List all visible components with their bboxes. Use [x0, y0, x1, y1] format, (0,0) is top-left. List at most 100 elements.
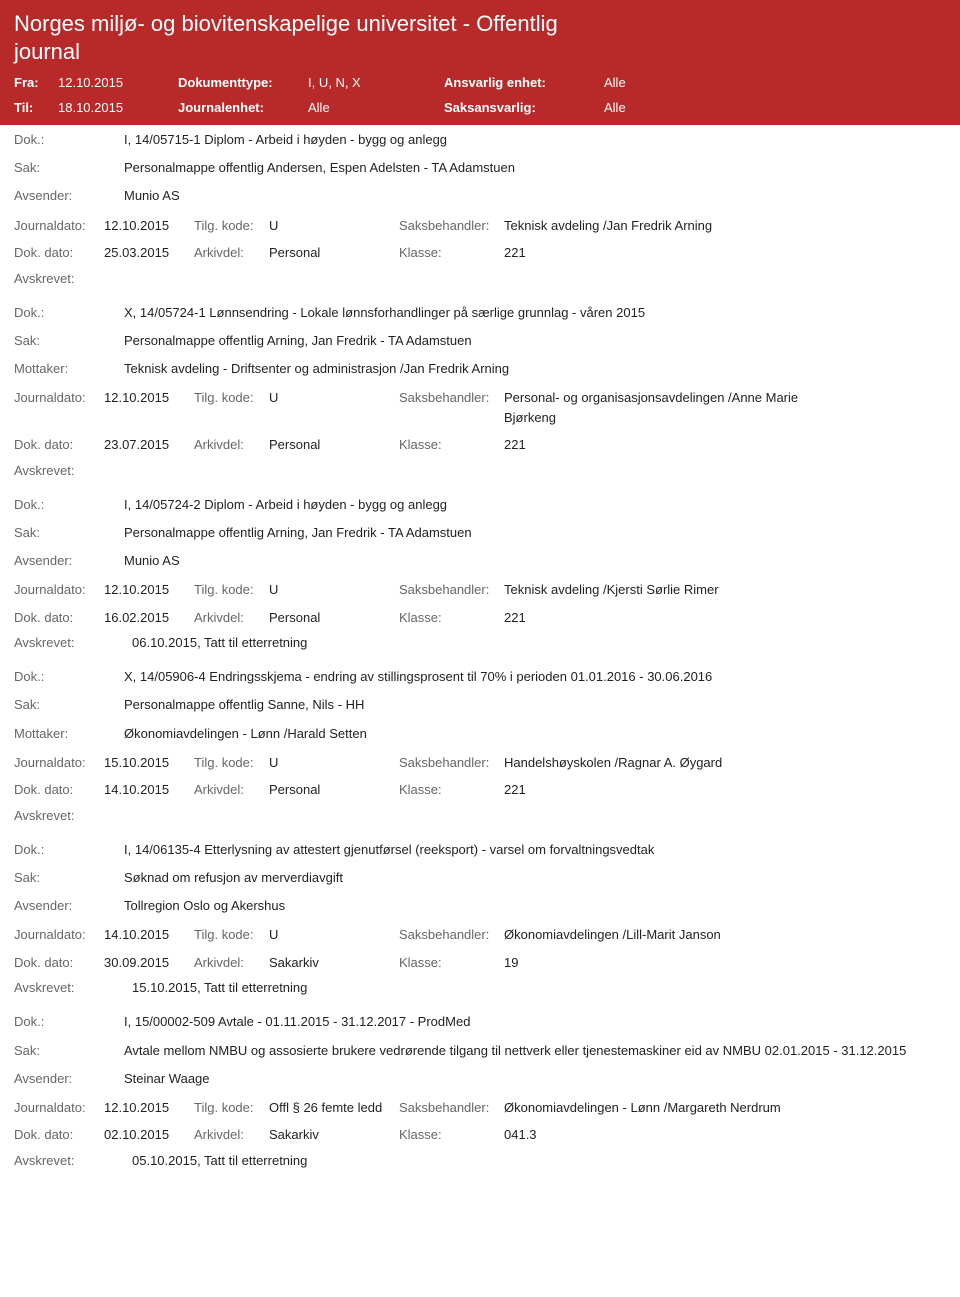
party-label: Avsender: — [14, 552, 124, 570]
tilgkode-label: Tilg. kode: — [194, 1098, 269, 1118]
saksbehandler-label: Saksbehandler: — [399, 925, 504, 945]
saksbehandler-value: Teknisk avdeling /Jan Fredrik Arning — [504, 216, 834, 236]
dok-label: Dok.: — [14, 841, 124, 859]
avskrevet-value: 15.10.2015, Tatt til etterretning — [124, 980, 307, 995]
sak-label: Sak: — [14, 332, 124, 350]
sak-value: Personalmappe offentlig Sanne, Nils - HH — [124, 696, 364, 714]
journaldato-value: 14.10.2015 — [104, 925, 194, 945]
journaldato-label: Journaldato: — [14, 925, 104, 945]
dok-value: I, 14/06135-4 Etterlysning av attestert … — [124, 841, 654, 859]
saksbehandler-label: Saksbehandler: — [399, 1098, 504, 1118]
saksbehandler-value: Personal- og organisasjonsavdelingen /An… — [504, 388, 834, 427]
dokdato-label: Dok. dato: — [14, 780, 104, 800]
arkivdel-value: Personal — [269, 435, 399, 455]
saksbehandler-label: Saksbehandler: — [399, 753, 504, 773]
avskrevet-value — [124, 808, 132, 823]
journal-entry: Dok.:X, 14/05906-4 Endringsskjema - endr… — [14, 668, 946, 823]
avskrevet-value — [124, 463, 132, 478]
party-label: Mottaker: — [14, 360, 124, 378]
dok-value: I, 14/05715-1 Diplom - Arbeid i høyden -… — [124, 131, 447, 149]
dokdato-label: Dok. dato: — [14, 953, 104, 973]
dokdato-label: Dok. dato: — [14, 243, 104, 263]
tilgkode-value: U — [269, 216, 399, 236]
avskrevet-value: 06.10.2015, Tatt til etterretning — [124, 635, 307, 650]
avskrevet-label: Avskrevet: — [14, 980, 124, 995]
dokdato-label: Dok. dato: — [14, 608, 104, 628]
arkivdel-label: Arkivdel: — [194, 435, 269, 455]
klasse-label: Klasse: — [399, 780, 504, 800]
saksansvarlig-label: Saksansvarlig: — [444, 100, 536, 115]
party-label: Avsender: — [14, 897, 124, 915]
journaldato-label: Journaldato: — [14, 580, 104, 600]
filter-banner: Fra: 12.10.2015 Dokumenttype: I, U, N, X… — [0, 69, 960, 100]
klasse-label: Klasse: — [399, 608, 504, 628]
dokdato-label: Dok. dato: — [14, 1125, 104, 1145]
klasse-value: 221 — [504, 435, 834, 455]
dok-label: Dok.: — [14, 1013, 124, 1031]
avskrevet-label: Avskrevet: — [14, 463, 124, 478]
dok-label: Dok.: — [14, 668, 124, 686]
party-value: Munio AS — [124, 187, 180, 205]
sak-label: Sak: — [14, 159, 124, 177]
sak-label: Sak: — [14, 524, 124, 542]
dokdato-label: Dok. dato: — [14, 435, 104, 455]
tilgkode-label: Tilg. kode: — [194, 216, 269, 236]
klasse-value: 221 — [504, 243, 834, 263]
filter-banner-2: Til: 18.10.2015 Journalenhet: Alle Saksa… — [0, 100, 960, 125]
klasse-label: Klasse: — [399, 435, 504, 455]
dokdato-value: 16.02.2015 — [104, 608, 194, 628]
avskrevet-label: Avskrevet: — [14, 808, 124, 823]
arkivdel-label: Arkivdel: — [194, 953, 269, 973]
dokdato-value: 30.09.2015 — [104, 953, 194, 973]
doktype-value: I, U, N, X — [308, 75, 361, 90]
fra-label: Fra: — [14, 75, 39, 90]
sak-label: Sak: — [14, 1042, 124, 1060]
dokdato-value: 25.03.2015 — [104, 243, 194, 263]
dok-label: Dok.: — [14, 131, 124, 149]
saksbehandler-value: Økonomiavdelingen - Lønn /Margareth Nerd… — [504, 1098, 834, 1118]
avskrevet-value — [124, 271, 132, 286]
ansvarlig-value: Alle — [604, 75, 626, 90]
saksbehandler-label: Saksbehandler: — [399, 580, 504, 600]
sak-value: Avtale mellom NMBU og assosierte brukere… — [124, 1042, 906, 1060]
tilgkode-value: U — [269, 580, 399, 600]
dok-label: Dok.: — [14, 304, 124, 322]
dok-value: X, 14/05724-1 Lønnsendring - Lokale lønn… — [124, 304, 645, 322]
sak-label: Sak: — [14, 869, 124, 887]
journaldato-value: 12.10.2015 — [104, 216, 194, 236]
tilgkode-value: U — [269, 753, 399, 773]
journal-entry: Dok.:I, 14/05724-2 Diplom - Arbeid i høy… — [14, 496, 946, 651]
klasse-label: Klasse: — [399, 953, 504, 973]
tilgkode-value: Offl § 26 femte ledd — [269, 1098, 399, 1118]
dok-label: Dok.: — [14, 496, 124, 514]
dok-value: I, 14/05724-2 Diplom - Arbeid i høyden -… — [124, 496, 447, 514]
saksbehandler-label: Saksbehandler: — [399, 216, 504, 236]
klasse-value: 221 — [504, 608, 834, 628]
party-label: Avsender: — [14, 1070, 124, 1088]
sak-value: Personalmappe offentlig Arning, Jan Fred… — [124, 332, 472, 350]
tilgkode-label: Tilg. kode: — [194, 580, 269, 600]
arkivdel-value: Sakarkiv — [269, 1125, 399, 1145]
klasse-value: 041.3 — [504, 1125, 834, 1145]
journaldato-label: Journaldato: — [14, 1098, 104, 1118]
journaldato-value: 15.10.2015 — [104, 753, 194, 773]
journal-entry: Dok.:I, 14/05715-1 Diplom - Arbeid i høy… — [14, 131, 946, 286]
avskrevet-label: Avskrevet: — [14, 635, 124, 650]
dokdato-value: 14.10.2015 — [104, 780, 194, 800]
journaldato-value: 12.10.2015 — [104, 388, 194, 427]
doktype-label: Dokumenttype: — [178, 75, 273, 90]
klasse-value: 19 — [504, 953, 834, 973]
party-value: Munio AS — [124, 552, 180, 570]
avskrevet-label: Avskrevet: — [14, 271, 124, 286]
ansvarlig-label: Ansvarlig enhet: — [444, 75, 546, 90]
journaldato-value: 12.10.2015 — [104, 1098, 194, 1118]
saksansvarlig-value: Alle — [604, 100, 626, 115]
arkivdel-value: Sakarkiv — [269, 953, 399, 973]
party-value: Steinar Waage — [124, 1070, 210, 1088]
arkivdel-value: Personal — [269, 780, 399, 800]
saksbehandler-value: Teknisk avdeling /Kjersti Sørlie Rimer — [504, 580, 834, 600]
party-value: Tollregion Oslo og Akershus — [124, 897, 285, 915]
arkivdel-label: Arkivdel: — [194, 243, 269, 263]
journaldato-label: Journaldato: — [14, 216, 104, 236]
sak-value: Personalmappe offentlig Andersen, Espen … — [124, 159, 515, 177]
